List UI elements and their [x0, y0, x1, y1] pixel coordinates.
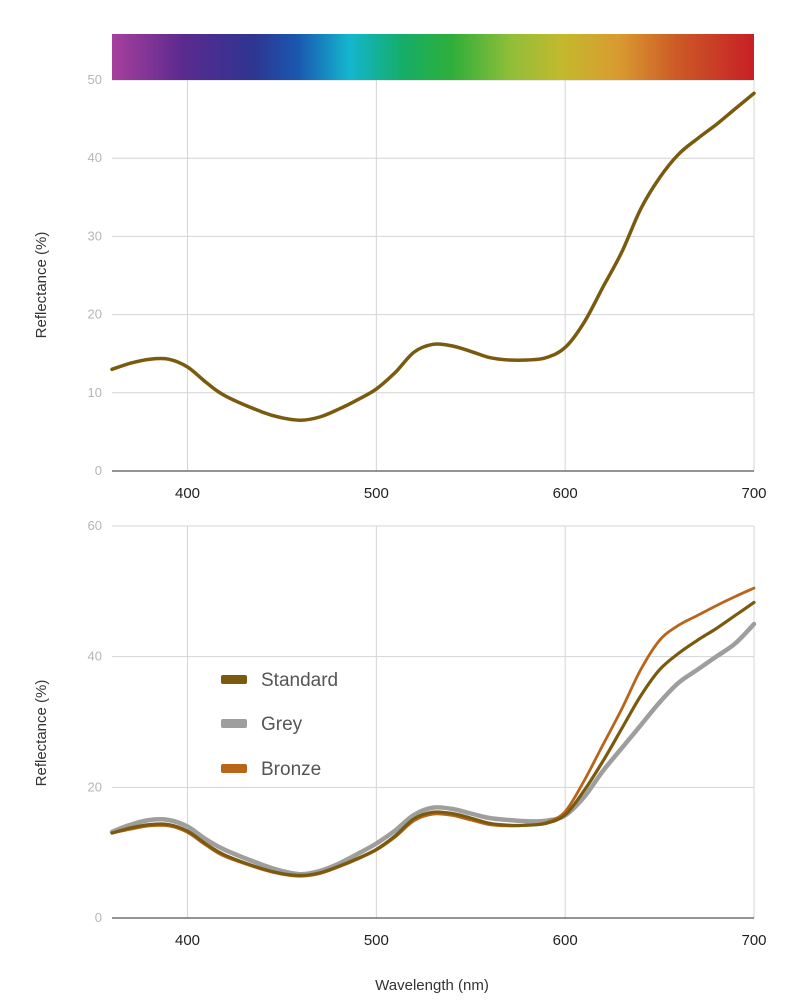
- y-tick-label: 40: [88, 649, 102, 664]
- y-tick-label: 30: [88, 228, 102, 243]
- top-chart-x-tick-labels: 400 500 600 700: [175, 485, 767, 502]
- x-tick-label: 600: [553, 485, 578, 502]
- legend: Standard Grey Bronze: [221, 670, 338, 780]
- series-line-bronze: [110, 586, 756, 878]
- x-tick-label: 500: [364, 932, 389, 949]
- legend-item-grey: Grey: [221, 714, 303, 735]
- x-axis-title: Wavelength (nm): [375, 977, 489, 994]
- y-tick-label: 50: [88, 72, 102, 87]
- series-line-reflectance: [110, 91, 756, 422]
- y-tick-label: 20: [88, 307, 102, 322]
- legend-swatch-standard: [221, 675, 247, 684]
- series-line-standard: [110, 600, 756, 878]
- y-tick-label: 10: [88, 385, 102, 400]
- x-tick-label: 700: [741, 485, 766, 502]
- bottom-reflectance-chart: 0 20 40 60 400 500 600 700 Reflectance (%) Wav…: [33, 518, 767, 994]
- top-chart-y-tick-labels: 0 10 20 30 40 50: [88, 72, 102, 478]
- bottom-y-axis-title: Reflectance (%): [33, 680, 50, 787]
- legend-swatch-grey: [221, 719, 247, 728]
- series-line-grey: [109, 621, 757, 877]
- x-tick-label: 600: [553, 932, 578, 949]
- top-chart-series: [110, 91, 756, 422]
- x-tick-label: 400: [175, 485, 200, 502]
- top-chart-grid: [112, 79, 755, 472]
- x-tick-label: 400: [175, 932, 200, 949]
- bottom-chart-y-tick-labels: 0 20 40 60: [88, 518, 102, 925]
- top-y-axis-title: Reflectance (%): [33, 232, 50, 339]
- bottom-chart-series: [109, 586, 757, 878]
- y-tick-label: 60: [88, 518, 102, 533]
- y-tick-label: 0: [95, 910, 102, 925]
- x-tick-label: 700: [741, 932, 766, 949]
- y-tick-label: 20: [88, 779, 102, 794]
- legend-label-standard: Standard: [261, 670, 338, 691]
- bottom-chart-grid: [112, 525, 755, 919]
- legend-swatch-bronze: [221, 764, 247, 773]
- legend-label-bronze: Bronze: [261, 759, 321, 780]
- y-tick-label: 40: [88, 150, 102, 165]
- legend-item-bronze: Bronze: [221, 759, 321, 780]
- legend-item-standard: Standard: [221, 670, 338, 691]
- x-tick-label: 500: [364, 485, 389, 502]
- y-tick-label: 0: [95, 463, 102, 478]
- visible-spectrum-bar: [112, 34, 754, 80]
- legend-label-grey: Grey: [261, 714, 303, 735]
- top-reflectance-chart: 0 10 20 30 40 50 400 500 600 700 Reflectance (%): [33, 34, 767, 502]
- bottom-chart-x-tick-labels: 400 500 600 700: [175, 932, 767, 949]
